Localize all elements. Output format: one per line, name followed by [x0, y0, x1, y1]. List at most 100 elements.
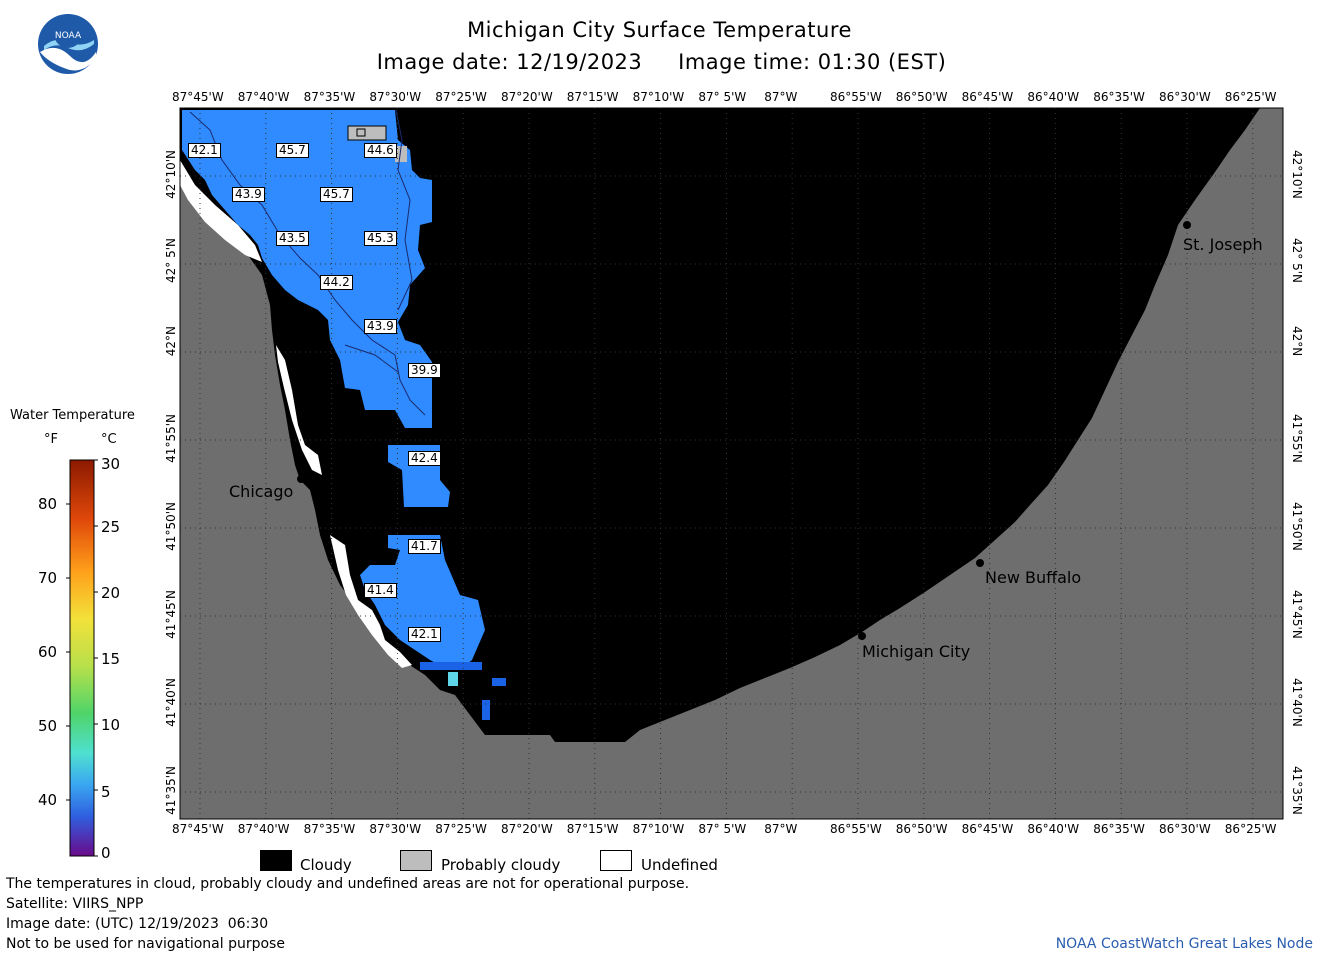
new-buffalo-marker [976, 559, 984, 567]
footer-utc-date: Image date: (UTC) 12/19/2023 06:30 [6, 916, 269, 932]
longitude-label: 87°15'W [566, 90, 619, 104]
longitude-label: 86°40'W [1027, 90, 1080, 104]
temp-label: 43.9 [232, 187, 265, 202]
longitude-label: 87°15'W [566, 822, 619, 836]
longitude-label: 86°55'W [830, 822, 882, 836]
chicago-marker [297, 475, 305, 483]
longitude-label: 87°45'W [172, 822, 224, 836]
latitude-label: 41°40'N [1290, 678, 1304, 727]
temp-label: 44.2 [320, 275, 353, 290]
latitude-label: 41°50'N [164, 502, 178, 551]
longitude-label: 86°50'W [895, 822, 948, 836]
legend-tick-f: 50 [38, 717, 58, 735]
longitude-label: 87°25'W [435, 90, 487, 104]
legend-tick-c: 5 [101, 783, 111, 801]
st-joseph-marker [1183, 221, 1191, 229]
temp-label: 41.7 [408, 539, 441, 554]
latitude-label: 42° 5'N [1290, 238, 1304, 283]
legend-title: Water Temperature [10, 408, 135, 423]
longitude-label: 87° 5'W [698, 822, 747, 836]
latitude-label: 41°45'N [1290, 590, 1304, 639]
longitude-label: 87°40'W [237, 90, 290, 104]
legend-unit-c: °C [101, 432, 117, 447]
temp-label: 45.7 [320, 187, 353, 202]
graticule [180, 108, 1283, 819]
longitude-label: 87°W [764, 822, 798, 836]
legend-tick-c: 15 [101, 650, 121, 668]
longitude-label: 87°35'W [303, 90, 356, 104]
longitude-label: 86°25'W [1224, 822, 1277, 836]
water-temp-patch-c [448, 672, 458, 686]
city-label-new-buffalo: New Buffalo [985, 568, 1082, 587]
legend-tick-f: 70 [38, 569, 58, 587]
longitude-label: 86°50'W [895, 90, 948, 104]
temp-label: 42.4 [408, 451, 441, 466]
longitude-label: 87°10'W [632, 90, 685, 104]
temp-label: 45.7 [276, 143, 309, 158]
longitude-label: 87°30'W [369, 822, 422, 836]
latitude-label: 41°45'N [164, 590, 178, 639]
isotherm-contours [189, 109, 426, 416]
key-swatch-probably-cloudy [400, 850, 432, 871]
key-label-probably-cloudy: Probably cloudy [441, 856, 561, 874]
key-label-undefined: Undefined [641, 856, 718, 874]
undefined-area-west [276, 345, 322, 475]
legend-tick-c: 0 [101, 844, 111, 862]
color-scale-ticks [66, 459, 98, 857]
legend-tick-c: 25 [101, 518, 121, 536]
latitude-label: 41°40'N [164, 678, 178, 727]
latitude-label: 42°N [1290, 326, 1304, 357]
probably-cloudy-marker [356, 128, 366, 137]
key-swatch-undefined [600, 850, 632, 871]
longitude-label: 86°30'W [1159, 822, 1211, 836]
temp-label: 39.9 [408, 363, 441, 378]
latitude-label: 42°N [164, 326, 178, 357]
water-temp-patch-southeast [420, 662, 482, 670]
longitude-label: 87°20'W [501, 90, 553, 104]
longitude-label: 87°20'W [501, 822, 553, 836]
latitude-label: 41°35'N [1290, 766, 1304, 815]
legend-tick-f: 60 [38, 643, 58, 661]
latitude-label: 41°35'N [164, 766, 178, 815]
latitude-label: 41°55'N [164, 414, 178, 463]
legend-tick-f: 40 [38, 791, 58, 809]
footer-satellite: Satellite: VIIRS_NPP [6, 896, 144, 912]
longitude-label: 86°55'W [830, 90, 882, 104]
legend-tick-c: 20 [101, 584, 121, 602]
map-subtitle: Image date: 12/19/2023 Image time: 01:30… [376, 50, 947, 74]
longitude-label: 87°40'W [237, 822, 290, 836]
latitude-label: 42°10'N [1290, 150, 1304, 199]
longitude-label: 87° 5'W [698, 90, 747, 104]
city-label-michigan-city: Michigan City [862, 642, 971, 661]
longitude-label: 87°W [764, 90, 798, 104]
latitude-label: 42°10'N [164, 150, 178, 199]
legend-tick-c: 30 [101, 455, 121, 473]
water-temp-patch-b [482, 700, 490, 720]
probably-cloudy-patch-2 [395, 146, 407, 162]
temp-label: 41.4 [364, 583, 397, 598]
longitude-label: 87°25'W [435, 822, 487, 836]
longitude-label: 86°30'W [1159, 90, 1211, 104]
map-title: Michigan City Surface Temperature [467, 18, 852, 42]
key-swatch-cloudy [260, 850, 292, 871]
longitude-label: 86°35'W [1093, 90, 1145, 104]
footer-credit: NOAA CoastWatch Great Lakes Node [1055, 936, 1313, 952]
longitude-label: 87°30'W [369, 90, 422, 104]
legend-tick-c: 10 [101, 716, 121, 734]
legend-unit-f: °F [44, 432, 58, 447]
temp-label: 42.1 [188, 143, 221, 158]
probably-cloudy-patch [347, 125, 387, 141]
noaa-logo-text: NOAA [55, 31, 82, 41]
legend-tick-f: 80 [38, 495, 58, 513]
color-scale-bar [66, 459, 98, 857]
city-label-chicago: Chicago [229, 482, 294, 501]
footer-navigation-warning: Not to be used for navigational purpose [6, 936, 285, 952]
longitude-label: 87°35'W [303, 822, 356, 836]
latitude-label: 42° 5'N [164, 238, 178, 283]
footer-disclaimer: The temperatures in cloud, probably clou… [6, 876, 690, 892]
longitude-label: 86°35'W [1093, 822, 1145, 836]
noaa-logo: NOAA [38, 14, 98, 74]
longitude-label: 87°45'W [172, 90, 224, 104]
longitude-label: 86°45'W [961, 822, 1014, 836]
